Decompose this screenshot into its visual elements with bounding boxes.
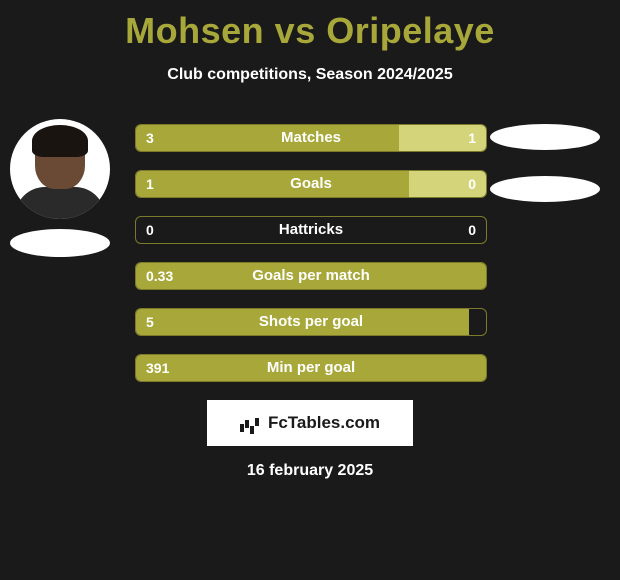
fctables-icon xyxy=(240,412,262,434)
stat-row: 0.33Goals per match xyxy=(135,262,487,290)
stat-label: Hattricks xyxy=(136,217,486,243)
stat-row: 391Min per goal xyxy=(135,354,487,382)
stat-label: Matches xyxy=(136,125,486,151)
footer-date: 16 february 2025 xyxy=(0,462,620,480)
stat-row: 00Hattricks xyxy=(135,216,487,244)
stat-label: Goals xyxy=(136,171,486,197)
avatar-left xyxy=(10,119,110,219)
page-title: Mohsen vs Oripelaye xyxy=(0,0,620,52)
player-left xyxy=(10,119,110,257)
brand-badge: FcTables.com xyxy=(207,400,413,446)
stat-bars: 31Matches 10Goals 00Hattricks 0.33Goals per… xyxy=(135,124,487,382)
player-right xyxy=(490,114,600,202)
stat-label: Shots per goal xyxy=(136,309,486,335)
stat-row: 31Matches xyxy=(135,124,487,152)
stat-label: Min per goal xyxy=(136,355,486,381)
name-badge-left xyxy=(10,229,110,257)
stat-label: Goals per match xyxy=(136,263,486,289)
stat-row: 10Goals xyxy=(135,170,487,198)
subtitle: Club competitions, Season 2024/2025 xyxy=(0,66,620,84)
name-badge-right-1 xyxy=(490,124,600,150)
name-badge-right-2 xyxy=(490,176,600,202)
stat-row: 5Shots per goal xyxy=(135,308,487,336)
comparison-content: 31Matches 10Goals 00Hattricks 0.33Goals per… xyxy=(0,124,620,382)
brand-text: FcTables.com xyxy=(268,413,380,433)
